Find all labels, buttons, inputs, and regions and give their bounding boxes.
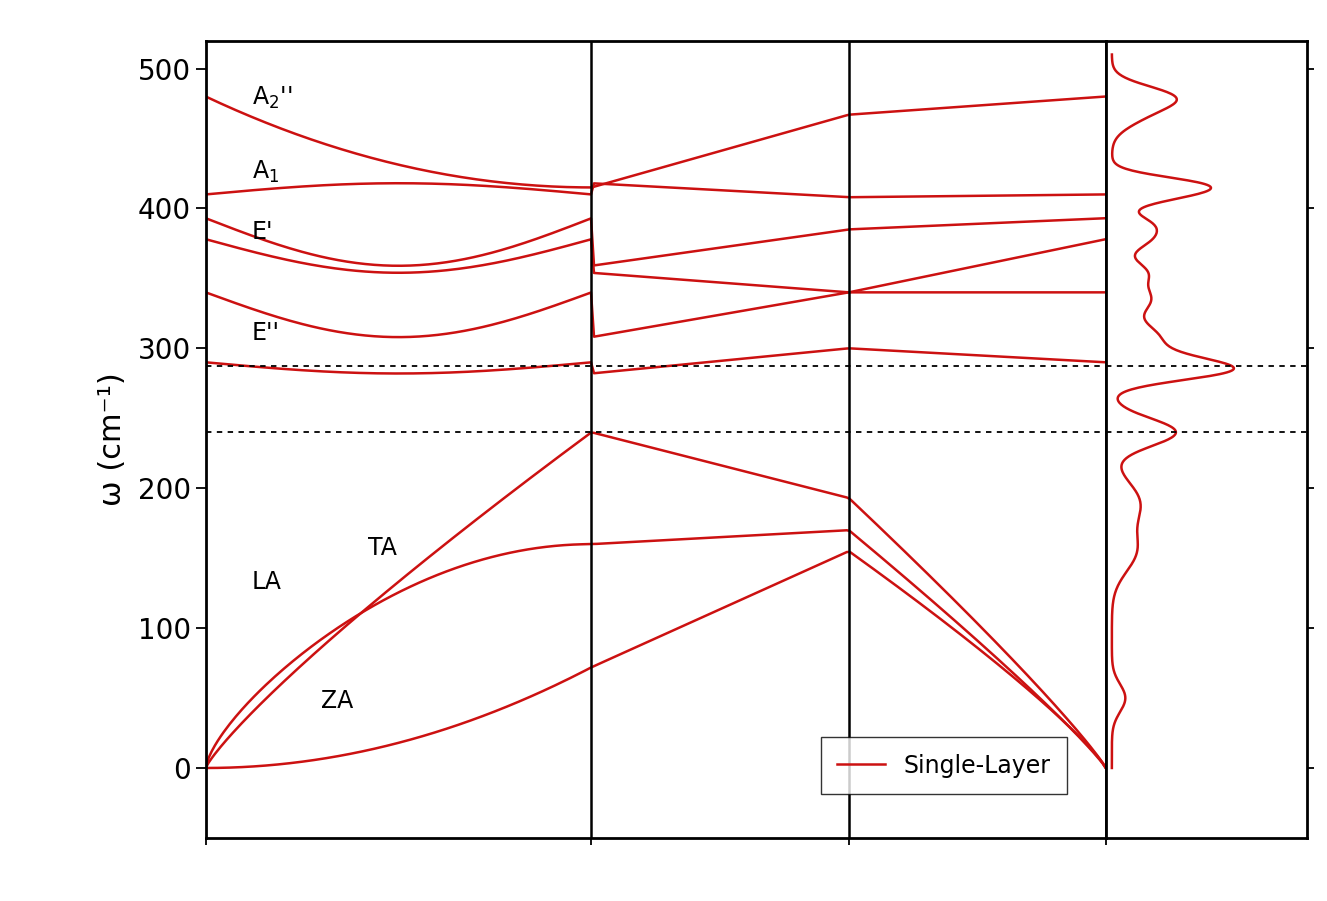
Y-axis label: ω (cm⁻¹): ω (cm⁻¹) (98, 372, 127, 506)
Text: LA: LA (252, 570, 281, 594)
Text: A$_2$'': A$_2$'' (252, 85, 292, 111)
Text: E': E' (252, 220, 273, 244)
Text: A$_1$: A$_1$ (252, 159, 279, 186)
Text: TA: TA (368, 536, 397, 560)
Legend: Single-Layer: Single-Layer (821, 737, 1067, 794)
Text: ZA: ZA (321, 689, 354, 713)
Text: E'': E'' (252, 321, 280, 345)
